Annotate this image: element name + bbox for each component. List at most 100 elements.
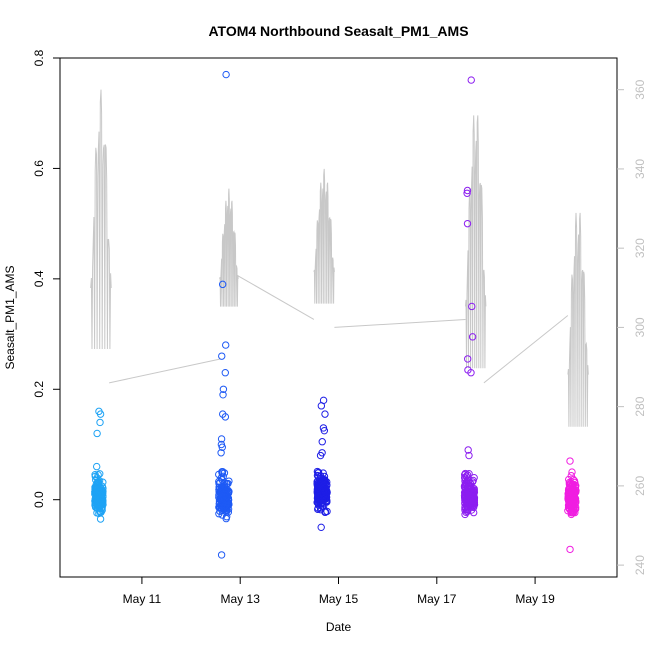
data-point [469, 496, 477, 505]
y-tick-label: 0.6 [32, 160, 46, 177]
data-point [461, 510, 469, 519]
data-point [223, 492, 231, 500]
data-point [320, 472, 329, 481]
data-point [468, 333, 477, 341]
data-point [463, 189, 471, 197]
y2-tick-label: 260 [633, 476, 647, 496]
y2-tick-label: 320 [633, 238, 647, 258]
y-tick-label: 0.0 [32, 491, 46, 508]
data-point [464, 446, 472, 454]
data-point [91, 497, 99, 505]
data-point [321, 410, 329, 418]
data-point [567, 500, 575, 509]
data-point [317, 402, 326, 410]
secondary-transit-line [237, 275, 315, 320]
flight-cluster [215, 70, 233, 559]
data-point [94, 485, 103, 493]
data-point [567, 471, 575, 480]
y2-tick-label: 240 [633, 555, 647, 575]
data-point [221, 413, 230, 421]
data-point [91, 485, 99, 493]
data-point [219, 391, 227, 399]
data-point [218, 352, 226, 360]
data-point [320, 426, 329, 435]
flight-cluster [564, 457, 580, 554]
data-point [318, 438, 326, 446]
data-point [313, 484, 322, 492]
secondary-flight-line [219, 188, 239, 307]
data-point [323, 481, 331, 490]
data-point [461, 481, 470, 490]
data-point [568, 489, 577, 497]
chart-title: ATOM4 Northbound Seasalt_PM1_AMS [208, 23, 468, 39]
data-point [92, 462, 101, 471]
data-point [218, 494, 226, 502]
x-axis-label: Date [326, 620, 352, 634]
data-point [98, 506, 106, 514]
y2-tick-label: 360 [633, 79, 647, 99]
data-point [218, 468, 226, 476]
y-tick-label: 0.4 [32, 270, 46, 287]
data-point [470, 473, 478, 482]
x-tick-label: May 11 [123, 592, 162, 606]
flight-cluster [313, 396, 331, 532]
data-point [96, 410, 105, 418]
data-point [465, 483, 473, 491]
data-point [321, 477, 330, 486]
secondary-flight-line [90, 89, 112, 350]
y-tick-label: 0.8 [32, 49, 46, 66]
data-point [96, 515, 105, 523]
data-point [469, 508, 478, 517]
data-point [222, 70, 230, 79]
data-point [465, 469, 473, 478]
data-point [222, 341, 230, 349]
data-point [467, 76, 475, 84]
data-point [93, 429, 101, 438]
data-point [218, 511, 226, 519]
y-axis-label: Seasalt_PM1_AMS [3, 265, 17, 369]
data-point [470, 501, 478, 510]
data-point [567, 509, 575, 517]
secondary-transit-line [483, 315, 569, 384]
x-tick-label: May 17 [417, 592, 457, 606]
data-point [223, 502, 232, 510]
data-point [316, 451, 325, 460]
secondary-transit-line [334, 318, 466, 328]
data-point [462, 496, 470, 505]
x-axis: May 11 May 13 May 15 May 17 May 19 [123, 577, 555, 606]
data-point [96, 418, 104, 427]
flight-cluster [460, 76, 479, 519]
data-point [319, 491, 328, 500]
data-point [216, 494, 224, 502]
data-point [218, 280, 227, 289]
data-point [464, 355, 472, 363]
data-point [566, 545, 574, 554]
data-point [217, 449, 225, 457]
data-point [317, 523, 325, 532]
x-tick-label: May 19 [515, 592, 555, 606]
data-point [216, 478, 224, 487]
secondary-flight-line [313, 168, 335, 304]
data-point [566, 457, 574, 465]
data-point [570, 477, 579, 485]
data-point [217, 495, 225, 503]
data-point [565, 478, 574, 487]
data-point [95, 481, 103, 489]
secondary-flight-line [465, 115, 487, 369]
data-point [570, 491, 578, 499]
data-point [319, 469, 327, 477]
axes-layer: May 11 May 13 May 15 May 17 May 190.00.20.40… [32, 49, 647, 606]
y2-axis: 240 260 280 300 320 340 360 [617, 79, 647, 575]
data-point [215, 477, 223, 486]
data-point [216, 504, 224, 512]
data-point [323, 507, 331, 516]
data-point [219, 385, 228, 393]
data-point [94, 471, 102, 479]
data-point [460, 482, 469, 490]
scatter-points-layer [91, 70, 580, 559]
data-point [92, 480, 100, 489]
data-point [465, 451, 473, 460]
data-point [215, 483, 224, 491]
data-point [313, 480, 321, 488]
